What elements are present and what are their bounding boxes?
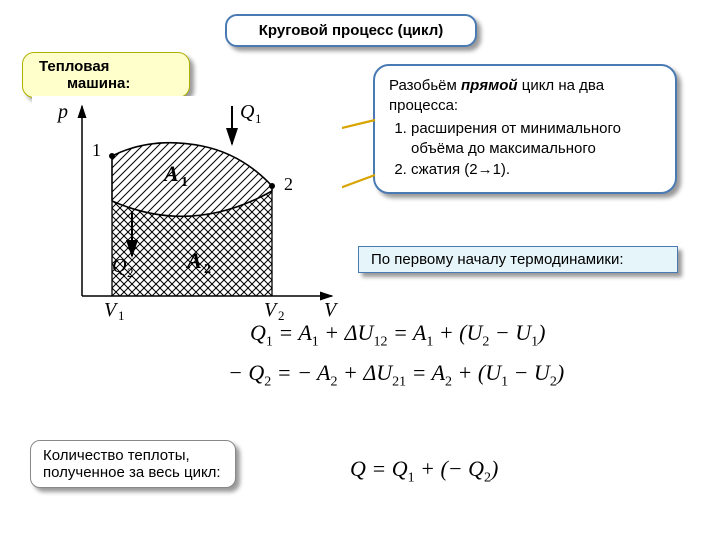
svg-text:A: A	[185, 248, 202, 273]
explain-item-2: сжатия (2→1).	[411, 160, 661, 180]
formula-q1: Q1 = A1 + ΔU12 = A1 + (U2 − U1)	[250, 320, 545, 350]
svg-text:A: A	[162, 161, 179, 186]
first-law-box: По первому началу термодинамики:	[358, 246, 678, 273]
qty-text: Количество теплоты, полученное за весь ц…	[43, 447, 221, 481]
svg-text:2: 2	[204, 262, 211, 277]
formula-q-total: Q = Q1 + (− Q2)	[350, 456, 498, 486]
svg-text:p: p	[56, 101, 68, 123]
svg-text:1: 1	[255, 111, 262, 126]
label-line1: Тепловая	[39, 58, 173, 75]
title-box: Круговой процесс (цикл)	[225, 14, 477, 47]
explain-box: Разобьём прямой цикл на два процесса: ра…	[373, 64, 677, 194]
svg-text:1: 1	[92, 140, 101, 160]
svg-text:V: V	[104, 299, 119, 321]
formula-q2: − Q2 = − A2 + ΔU21 = A2 + (U1 − U2)	[228, 360, 564, 390]
heat-engine-label: Тепловая машина:	[22, 52, 190, 98]
svg-text:V: V	[324, 299, 339, 321]
pv-diagram: p V V 1 V 2 Q 1 Q 2 1 2 A 1 A 2	[32, 96, 342, 326]
explain-intro: Разобьём прямой цикл на два процесса:	[389, 77, 604, 114]
title-text: Круговой процесс (цикл)	[259, 22, 444, 39]
explain-item-1: расширения от минимального объёма до мак…	[411, 119, 661, 158]
law-text: По первому началу термодинамики:	[371, 251, 624, 268]
svg-text:Q: Q	[112, 255, 127, 277]
svg-text:2: 2	[284, 174, 293, 194]
svg-text:2: 2	[127, 265, 134, 280]
svg-text:V: V	[264, 299, 279, 321]
svg-text:Q: Q	[240, 101, 255, 123]
explain-list: расширения от минимального объёма до мак…	[389, 119, 661, 180]
svg-text:1: 1	[181, 175, 188, 190]
heat-qty-box: Количество теплоты, полученное за весь ц…	[30, 440, 236, 488]
svg-text:1: 1	[118, 308, 125, 323]
label-line2: машина:	[39, 75, 173, 92]
